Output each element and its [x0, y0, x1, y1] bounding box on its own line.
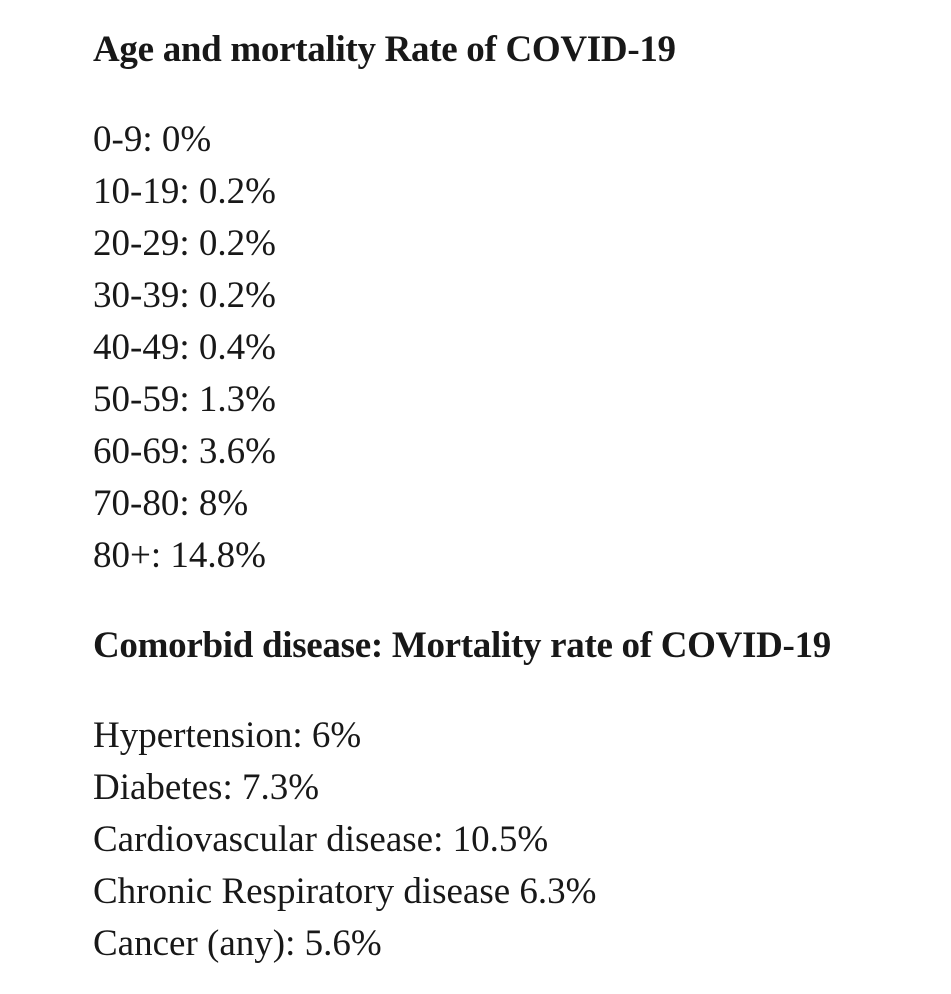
- list-item-age-0-9: 0-9: 0%: [93, 119, 212, 160]
- list-item-diabetes: Diabetes: 7.3%: [93, 767, 320, 808]
- list-item-hypertension: Hypertension: 6%: [93, 715, 362, 756]
- list-item-age-40-49: 40-49: 0.4%: [93, 327, 276, 368]
- comorbid-mortality-list: Hypertension: 6% Diabetes: 7.3% Cardiova…: [93, 710, 911, 970]
- list-item-age-10-19: 10-19: 0.2%: [93, 171, 276, 212]
- section-heading-comorbid-mortality: Comorbid disease: Mortality rate of COVI…: [93, 625, 831, 666]
- list-item-age-70-80: 70-80: 8%: [93, 483, 249, 524]
- list-item-age-20-29: 20-29: 0.2%: [93, 223, 276, 264]
- age-mortality-list: 0-9: 0% 10-19: 0.2% 20-29: 0.2% 30-39: 0…: [93, 114, 911, 582]
- list-item-cardiovascular: Cardiovascular disease: 10.5%: [93, 819, 549, 860]
- list-item-chronic-respiratory: Chronic Respiratory disease 6.3%: [93, 871, 597, 912]
- list-item-age-30-39: 30-39: 0.2%: [93, 275, 276, 316]
- list-item-age-50-59: 50-59: 1.3%: [93, 379, 276, 420]
- list-item-age-80-plus: 80+: 14.8%: [93, 535, 266, 576]
- list-item-cancer: Cancer (any): 5.6%: [93, 923, 382, 964]
- section-heading-age-mortality: Age and mortality Rate of COVID-19: [93, 29, 676, 70]
- list-item-age-60-69: 60-69: 3.6%: [93, 431, 276, 472]
